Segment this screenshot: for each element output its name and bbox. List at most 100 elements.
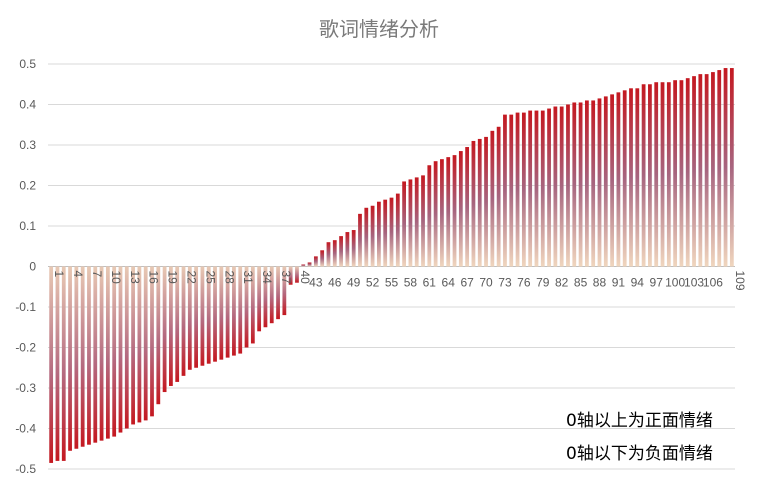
x-tick-label: 13 bbox=[128, 271, 142, 285]
bar bbox=[232, 266, 236, 356]
bar bbox=[276, 266, 280, 320]
x-tick-label: 79 bbox=[536, 276, 550, 290]
bar bbox=[698, 74, 703, 267]
bar bbox=[93, 266, 98, 443]
y-tick-label: -0.2 bbox=[15, 341, 36, 355]
bar bbox=[572, 102, 577, 267]
bar bbox=[377, 201, 381, 267]
bar bbox=[194, 266, 199, 368]
x-tick-label: 70 bbox=[479, 276, 493, 290]
x-tick-label: 67 bbox=[460, 276, 474, 290]
x-tick-label: 106 bbox=[703, 276, 723, 290]
bar bbox=[484, 136, 488, 267]
x-tick-label: 19 bbox=[166, 271, 180, 285]
bar bbox=[332, 240, 337, 267]
bar bbox=[55, 266, 60, 461]
bar bbox=[307, 262, 312, 267]
bar bbox=[465, 147, 470, 267]
bar bbox=[225, 266, 230, 358]
y-tick-label: -0.3 bbox=[15, 381, 36, 395]
x-tick-label: 88 bbox=[593, 276, 607, 290]
x-tick-label: 76 bbox=[517, 276, 531, 290]
x-tick-label: 46 bbox=[328, 276, 342, 290]
x-tick-label: 7 bbox=[90, 271, 104, 278]
bar bbox=[219, 266, 224, 360]
bar bbox=[440, 159, 444, 267]
bar bbox=[74, 266, 79, 449]
x-tick-label: 43 bbox=[309, 276, 323, 290]
bar bbox=[446, 157, 451, 267]
bar bbox=[61, 266, 66, 461]
bar bbox=[711, 72, 715, 267]
bar bbox=[118, 266, 123, 433]
bar bbox=[584, 100, 589, 267]
bar bbox=[629, 88, 633, 267]
bar bbox=[282, 266, 287, 316]
bar bbox=[131, 266, 135, 425]
x-tick-label: 25 bbox=[203, 271, 217, 285]
bar bbox=[402, 181, 406, 267]
annotation-negative: 0轴以下为负面情绪 bbox=[566, 444, 713, 464]
x-tick-label: 22 bbox=[185, 271, 199, 285]
bar bbox=[685, 78, 690, 267]
x-tick-label: 64 bbox=[442, 276, 456, 290]
bar bbox=[389, 197, 394, 267]
bar bbox=[503, 114, 507, 267]
bar bbox=[175, 266, 180, 382]
bar bbox=[521, 112, 526, 267]
bar bbox=[622, 90, 627, 267]
bar bbox=[169, 266, 173, 386]
bar bbox=[553, 106, 558, 267]
y-tick-label: 0.2 bbox=[19, 179, 36, 193]
bar bbox=[250, 266, 255, 344]
bar bbox=[137, 266, 142, 423]
bar bbox=[269, 266, 274, 324]
bar bbox=[206, 266, 211, 364]
bar bbox=[80, 266, 85, 447]
bar bbox=[112, 266, 117, 437]
bar bbox=[213, 266, 217, 362]
bar bbox=[427, 165, 432, 267]
bar bbox=[49, 266, 54, 463]
bar bbox=[358, 213, 362, 267]
x-tick-label: 100 bbox=[665, 276, 685, 290]
bars bbox=[49, 68, 734, 463]
bar bbox=[187, 266, 192, 370]
x-tick-label: 61 bbox=[423, 276, 437, 290]
bar bbox=[351, 230, 356, 267]
y-tick-label: -0.5 bbox=[15, 462, 36, 476]
bar bbox=[364, 207, 369, 267]
bar bbox=[452, 155, 457, 267]
bar bbox=[345, 232, 350, 267]
bar bbox=[433, 161, 438, 267]
bar bbox=[383, 199, 388, 267]
x-tick-label: 37 bbox=[279, 271, 293, 285]
bar bbox=[68, 266, 72, 451]
bar bbox=[654, 82, 659, 267]
bar bbox=[717, 70, 722, 267]
bar bbox=[490, 130, 495, 267]
chart-title: 歌词情绪分析 bbox=[319, 17, 439, 41]
x-tick-label: 91 bbox=[612, 276, 626, 290]
x-tick-label: 82 bbox=[555, 276, 569, 290]
bar bbox=[723, 68, 728, 267]
bar bbox=[99, 266, 104, 441]
bar bbox=[181, 266, 186, 376]
y-tick-label: -0.4 bbox=[15, 422, 36, 436]
bar bbox=[528, 110, 533, 267]
bar bbox=[326, 242, 331, 267]
bar bbox=[534, 110, 539, 267]
bar bbox=[641, 84, 646, 267]
x-tick-label: 85 bbox=[574, 276, 588, 290]
bar bbox=[679, 80, 684, 267]
bar bbox=[660, 82, 665, 267]
bar bbox=[515, 112, 520, 267]
bar bbox=[704, 74, 709, 267]
x-tick-label: 49 bbox=[347, 276, 361, 290]
bar bbox=[509, 114, 514, 267]
bar bbox=[648, 84, 652, 267]
bar bbox=[320, 250, 325, 267]
bar bbox=[414, 177, 419, 267]
